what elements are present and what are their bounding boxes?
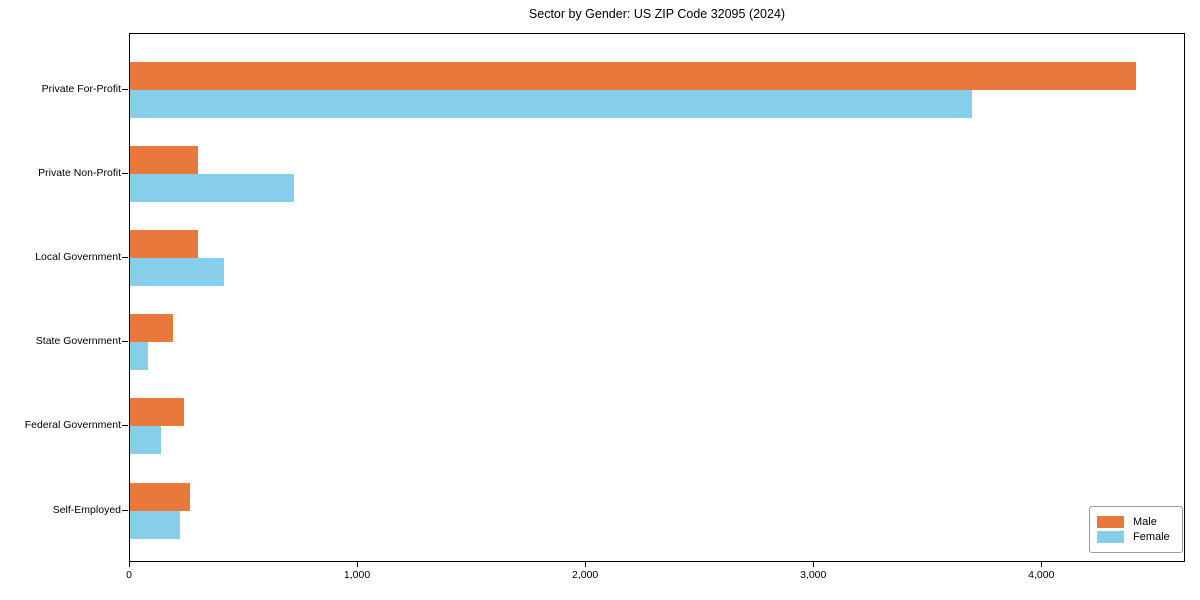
x-axis-tick-4000: 4,000 <box>1028 569 1055 581</box>
bar-female-state-government <box>130 342 149 371</box>
bar-male-private-non-profit <box>130 145 199 174</box>
bar-female-federal-government <box>130 426 161 455</box>
x-tick-mark <box>129 562 130 567</box>
chart-title: Sector by Gender: US ZIP Code 32095 (202… <box>528 7 786 21</box>
y-tick-mark <box>122 425 128 427</box>
bar-male-federal-government <box>130 398 184 427</box>
x-tick-mark <box>585 562 587 567</box>
x-tick-mark <box>1041 562 1043 567</box>
legend-label-male: Male <box>1133 516 1157 528</box>
y-tick-mark <box>122 341 128 343</box>
y-axis-label-local-government: Local Government <box>35 251 121 263</box>
bar-male-self-employed <box>130 482 191 511</box>
x-tick-mark <box>813 562 815 567</box>
x-tick-mark <box>357 562 359 567</box>
plot-area <box>129 33 1185 562</box>
bar-female-private-non-profit <box>130 173 295 202</box>
female-series-swatch <box>1097 531 1124 543</box>
y-axis-label-private-non-profit: Private Non-Profit <box>38 166 121 179</box>
y-axis-label-private-for-profit: Private For-Profit <box>41 82 121 95</box>
bar-female-private-for-profit <box>130 89 972 118</box>
bar-male-local-government <box>130 230 199 258</box>
bar-female-self-employed <box>130 510 181 539</box>
x-axis-tick-1000: 1,000 <box>343 569 371 581</box>
bar-male-private-for-profit <box>130 61 1136 90</box>
legend-entry-female: Female <box>1097 531 1175 543</box>
bar-male-state-government <box>130 314 174 343</box>
y-tick-mark <box>122 88 128 90</box>
legend-label-female: Female <box>1133 531 1170 543</box>
x-axis-tick-3000: 3,000 <box>800 569 827 581</box>
x-axis-tick-0: 0 <box>126 569 132 581</box>
legend-entry-male: Male <box>1097 516 1175 528</box>
y-tick-mark <box>122 257 128 258</box>
legend: Male Female <box>1089 506 1183 553</box>
bar-female-local-government <box>130 258 224 286</box>
y-axis-label-self-employed: Self-Employed <box>52 503 121 516</box>
y-axis-label-state-government: State Government <box>35 335 121 348</box>
y-axis-label-federal-government: Federal Government <box>24 419 121 432</box>
male-series-swatch <box>1097 516 1124 528</box>
y-tick-mark <box>122 509 128 511</box>
y-tick-mark <box>122 172 128 174</box>
x-axis-tick-2000: 2,000 <box>572 569 599 581</box>
